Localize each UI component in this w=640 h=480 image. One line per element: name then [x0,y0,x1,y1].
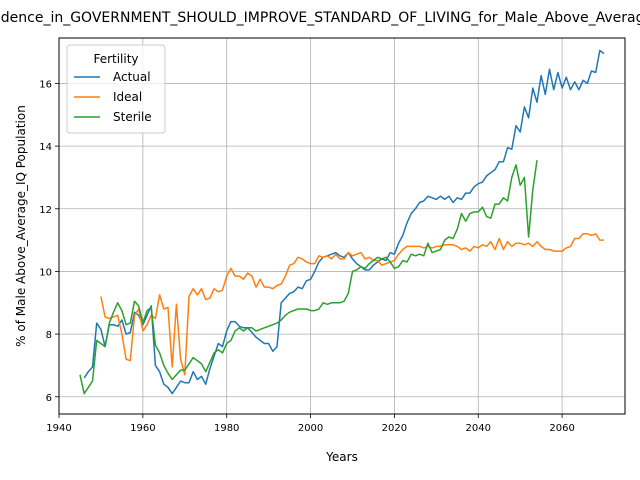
y-tick-label: 12 [39,205,52,216]
legend-label-ideal: Ideal [113,90,142,104]
legend-title: Fertility [93,52,138,66]
y-tick-label: 8 [46,330,52,341]
series-line-actual [83,49,605,395]
legend: Fertility Actual Ideal Sterile [66,44,166,134]
y-tick-label: 14 [39,142,52,153]
x-tick-label: 1960 [130,423,155,434]
chart-title: Confidence_in_GOVERNMENT_SHOULD_IMPROVE_… [0,10,640,26]
x-tick-label: 2040 [466,423,491,434]
x-tick-label: 2020 [382,423,407,434]
x-tick-label: 1940 [46,423,71,434]
y-tick-label: 10 [39,267,52,278]
y-tick-label: 16 [39,79,52,90]
series-line-ideal [100,233,604,376]
y-axis-label: % of Male Above_Average_IQ Population [14,105,28,347]
x-axis-ticks: 1940 1960 1980 2000 2020 2040 2060 [46,414,575,434]
y-axis-ticks: 6 8 10 12 14 16 [39,79,59,404]
x-tick-label: 1980 [214,423,239,434]
x-tick-label: 2000 [298,423,323,434]
legend-box [66,44,166,134]
series-line-sterile [79,160,538,395]
series-lines [79,49,605,395]
legend-label-actual: Actual [113,70,151,84]
legend-label-sterile: Sterile [113,110,152,124]
x-axis-label: Years [325,450,358,464]
plot-area [58,37,626,415]
x-tick-label: 2060 [549,423,574,434]
y-tick-label: 6 [46,393,52,404]
